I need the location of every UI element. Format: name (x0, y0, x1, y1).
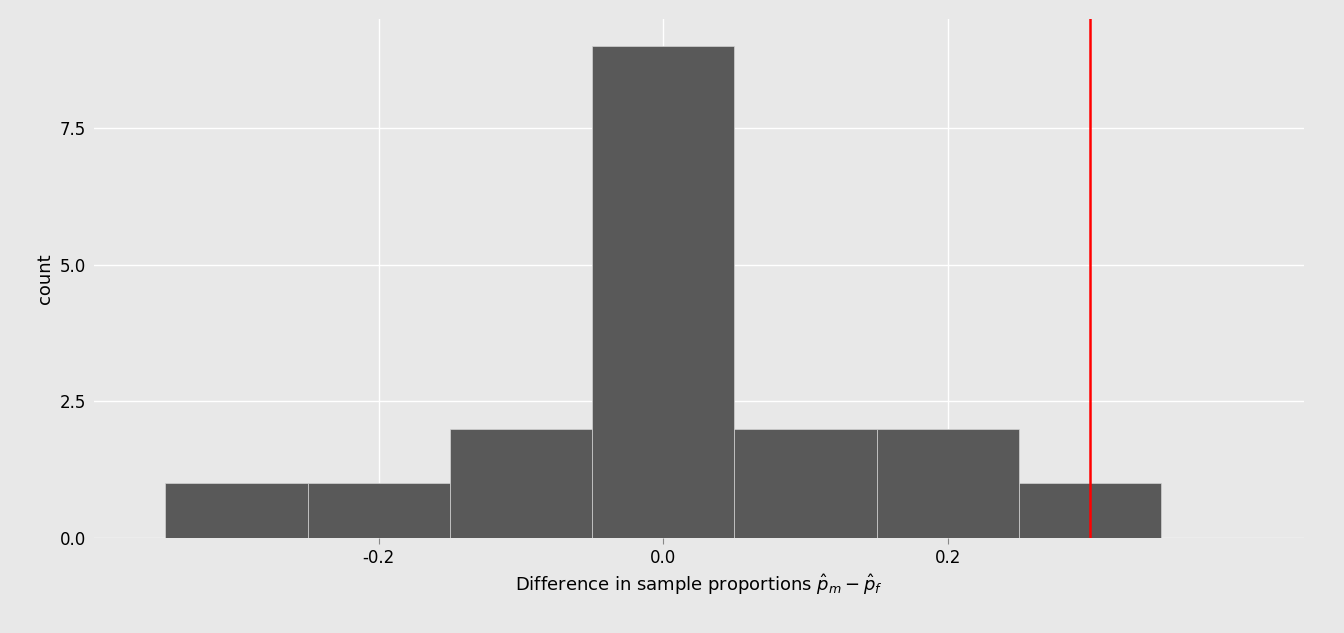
Bar (593, 46, 734, 538)
X-axis label: Difference in sample proportions $\hat{p}_m - \hat{p}_f$: Difference in sample proportions $\hat{p… (515, 573, 883, 598)
Bar (876, 429, 1019, 538)
Y-axis label: count: count (36, 253, 54, 304)
Bar (734, 429, 876, 538)
Bar (165, 484, 308, 538)
Bar (1019, 484, 1161, 538)
Bar (308, 484, 450, 538)
Bar (450, 429, 593, 538)
